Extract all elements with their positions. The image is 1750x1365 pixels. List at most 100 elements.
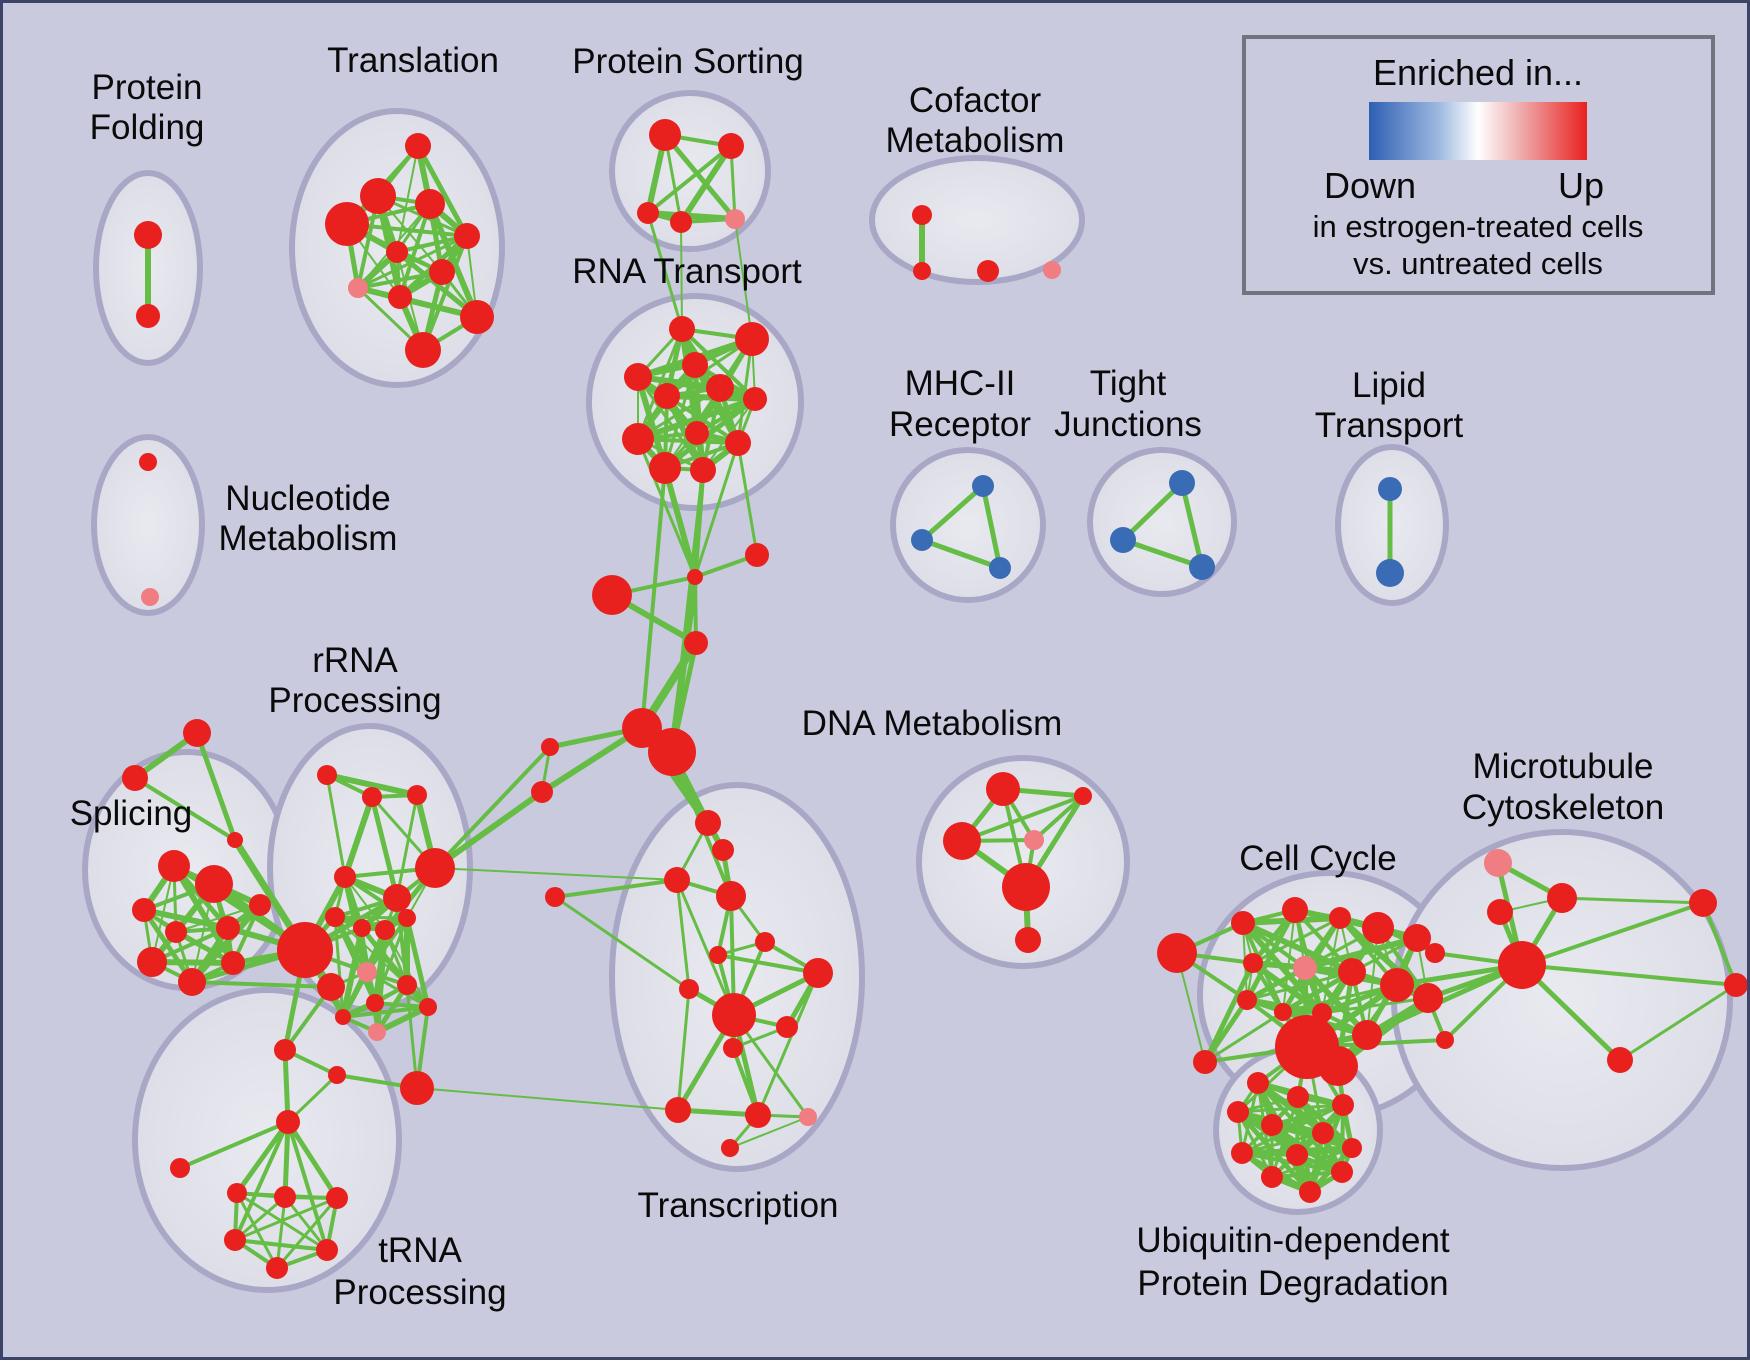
gene-set-node-mc-2 bbox=[1487, 899, 1513, 925]
enrichment-similarity-edge bbox=[282, 1119, 291, 1200]
gene-set-node-tj-2 bbox=[1189, 554, 1215, 580]
cluster-label-mhc-line2: Receptor bbox=[889, 405, 1031, 444]
gene-set-node-rr-6 bbox=[325, 907, 345, 927]
enrichment-similarity-edge bbox=[133, 776, 237, 842]
cluster-label-rr-line2: Processing bbox=[268, 681, 441, 720]
gene-set-node-rr-3 bbox=[334, 866, 356, 888]
gene-set-node-cc-14 bbox=[1352, 1020, 1382, 1050]
gene-set-node-tr-6 bbox=[429, 259, 455, 285]
enrichment-similarity-edge bbox=[275, 1195, 287, 1270]
gene-set-node-sp-3 bbox=[165, 921, 187, 943]
gene-set-node-tx-4 bbox=[755, 932, 775, 952]
gene-set-node-tx-8 bbox=[712, 993, 756, 1037]
enrichment-similarity-edge bbox=[324, 772, 420, 798]
gene-set-node-g3 bbox=[400, 1071, 434, 1105]
gene-set-node-cc-5 bbox=[1403, 924, 1431, 952]
gene-set-node-ps-3 bbox=[670, 211, 692, 233]
cluster-label-mhc-line1: MHC-II bbox=[905, 364, 1016, 403]
cluster-label-pf-line1: Protein bbox=[92, 68, 203, 107]
gene-set-node-tn-0 bbox=[276, 1110, 300, 1134]
gene-set-node-nm-0 bbox=[139, 453, 157, 471]
cluster-label-cm-line2: Metabolism bbox=[886, 121, 1065, 160]
cluster-label-mc-line1: Microtubule bbox=[1473, 747, 1654, 786]
enrichment-similarity-edge bbox=[1321, 917, 1341, 1014]
gene-set-node-tx-3 bbox=[716, 881, 746, 911]
gene-set-node-tx-10 bbox=[723, 1038, 743, 1058]
gene-set-node-jb bbox=[592, 575, 632, 615]
enrichment-similarity-edge bbox=[1120, 480, 1185, 543]
legend-caption-line1: in estrogen-treated cells bbox=[1313, 209, 1644, 244]
enrichment-similarity-edge bbox=[1202, 960, 1256, 1065]
gene-set-node-rt-9 bbox=[725, 430, 751, 456]
gene-set-node-cc-3 bbox=[1329, 907, 1351, 929]
gene-set-node-tx-0 bbox=[695, 810, 721, 836]
enrichment-similarity-edge bbox=[1236, 1103, 1345, 1114]
enrichment-similarity-edge bbox=[404, 915, 431, 1010]
enrichment-similarity-edge bbox=[340, 925, 365, 1020]
gene-set-node-hub1 bbox=[277, 922, 333, 978]
gene-set-node-rt-7 bbox=[685, 421, 709, 445]
gene-set-node-lt-1 bbox=[1376, 559, 1404, 587]
gene-set-node-rr-0 bbox=[317, 765, 337, 785]
enrichment-similarity-edge bbox=[405, 983, 419, 1090]
gene-set-node-tn-7 bbox=[266, 1257, 288, 1279]
gene-set-node-rr-10 bbox=[357, 962, 377, 982]
cluster-label-sp-line1: Splicing bbox=[70, 794, 193, 833]
enrichment-similarity-edge bbox=[675, 1107, 761, 1118]
gene-set-node-tri1 bbox=[183, 719, 211, 747]
gene-set-node-sp-0 bbox=[158, 850, 190, 882]
gene-set-node-cc-0 bbox=[1157, 933, 1197, 973]
gene-set-node-mc-6 bbox=[1607, 1047, 1633, 1073]
gene-set-node-dm-3 bbox=[1024, 830, 1044, 850]
gene-set-node-tx-6 bbox=[803, 958, 833, 988]
enrichment-similarity-edge bbox=[1302, 935, 1420, 971]
enrichment-similarity-edge bbox=[1120, 537, 1205, 570]
enrichment-similarity-edge bbox=[662, 132, 738, 222]
enrichment-similarity-edge bbox=[373, 916, 409, 1005]
gene-set-node-rt-5 bbox=[706, 374, 734, 402]
gene-set-node-rr-14 bbox=[335, 1009, 351, 1025]
gene-set-node-tr-7 bbox=[348, 278, 368, 298]
enrichment-similarity-edge bbox=[1251, 916, 1342, 965]
gene-set-node-tr-3 bbox=[325, 202, 369, 246]
cluster-label-nm-line2: Metabolism bbox=[219, 519, 398, 558]
gene-set-node-mc-5 bbox=[1436, 1031, 1454, 1049]
enrichment-similarity-edge bbox=[646, 211, 684, 331]
gene-set-node-ub-0 bbox=[1247, 1072, 1269, 1094]
gene-set-node-rr-13 bbox=[419, 998, 437, 1016]
gene-set-node-rr-4 bbox=[415, 848, 455, 888]
enrichment-similarity-edge bbox=[433, 745, 552, 870]
gene-set-node-rt-1 bbox=[735, 322, 769, 356]
cluster-label-rr-line1: rRNA bbox=[312, 641, 398, 680]
gene-set-node-rr-12 bbox=[366, 994, 384, 1012]
enrichment-similarity-edge bbox=[1245, 970, 1354, 1002]
gene-set-node-cc-9 bbox=[1380, 968, 1414, 1002]
cluster-label-tn-line2: Processing bbox=[333, 1273, 506, 1312]
enrichment-similarity-edge bbox=[678, 143, 734, 225]
gene-set-node-ls3 bbox=[545, 887, 565, 907]
gene-set-node-rt-11 bbox=[690, 457, 716, 483]
cluster-label-lt-line1: Lipid bbox=[1352, 366, 1426, 405]
gene-set-node-cc-1 bbox=[1231, 911, 1255, 935]
enrichment-similarity-edge bbox=[1203, 1010, 1285, 1064]
enrichment-similarity-edge bbox=[960, 794, 1085, 843]
enrichment-similarity-edge bbox=[646, 144, 733, 215]
gene-set-node-tn-3 bbox=[274, 1186, 296, 1208]
gene-set-node-ub-5 bbox=[1312, 1122, 1334, 1144]
gene-set-node-rt-8 bbox=[622, 423, 654, 455]
gene-set-node-tx-11 bbox=[665, 1097, 691, 1123]
enrichment-similarity-edge bbox=[285, 1119, 340, 1201]
gene-set-node-cc-7 bbox=[1293, 956, 1317, 980]
enrichment-similarity-edge bbox=[1179, 480, 1205, 570]
legend-panel: Enriched in... Down Up in estrogen-treat… bbox=[1242, 35, 1715, 295]
enrichment-similarity-edge bbox=[636, 327, 684, 441]
gene-set-node-cc-17 bbox=[1318, 1046, 1358, 1086]
network-nodes-layer bbox=[122, 119, 1748, 1279]
gene-set-node-sp-8 bbox=[249, 894, 271, 916]
enrichment-similarity-edge bbox=[342, 794, 375, 880]
legend-title: Enriched in... bbox=[1373, 52, 1583, 93]
gene-set-node-tj-1 bbox=[1110, 527, 1136, 553]
gene-set-node-rr-1 bbox=[362, 787, 382, 807]
enrichment-similarity-edge bbox=[233, 1120, 290, 1242]
